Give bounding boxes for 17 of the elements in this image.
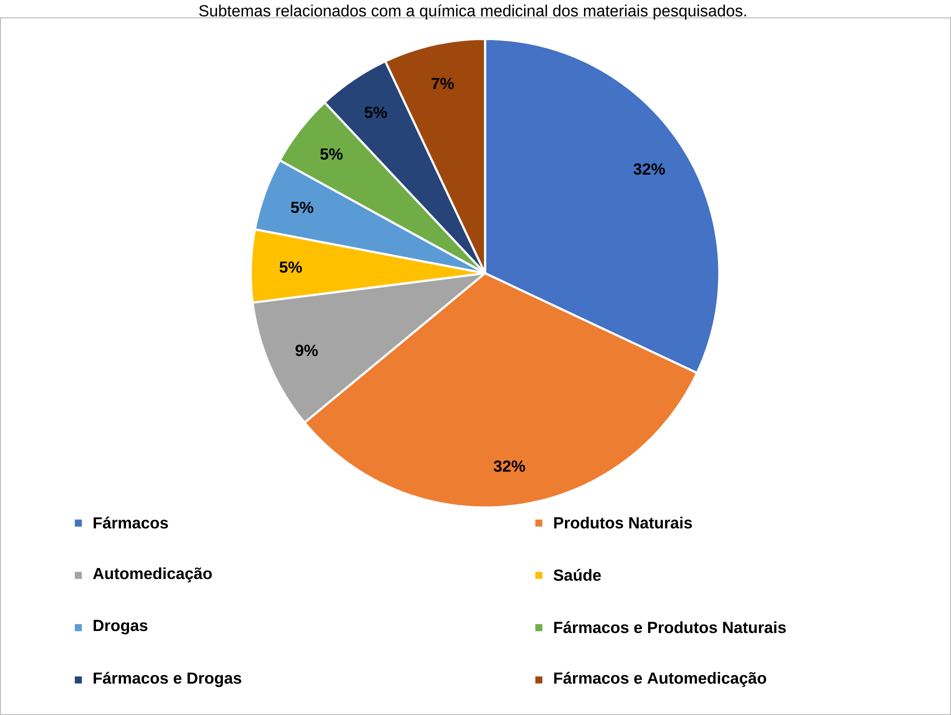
data-label: 5% — [280, 261, 302, 273]
data-label: 32% — [634, 163, 665, 175]
legend-label: Fármacos — [94, 516, 168, 529]
data-label: 32% — [494, 460, 526, 472]
legend-label: Drogas — [94, 620, 148, 634]
legend-label: Saúde — [554, 568, 601, 581]
data-label: 5% — [364, 106, 387, 118]
data-label: 9% — [296, 344, 318, 356]
data-label: 7% — [432, 78, 454, 90]
legend-label: Automedicação — [93, 567, 212, 582]
legend-label: Produtos Naturais — [554, 516, 692, 528]
data-label: 5% — [290, 202, 314, 214]
data-label: 5% — [320, 148, 343, 160]
legend-label: Fármacos e Drogas — [94, 672, 242, 688]
legend-label: Fármacos e Produtos Naturais — [554, 621, 786, 634]
chart-title: Subtemas relacionados com a química medicinal dos materiais pesquisados. — [199, 4, 746, 20]
legend-label: Fármacos e Automedicação — [554, 672, 766, 688]
